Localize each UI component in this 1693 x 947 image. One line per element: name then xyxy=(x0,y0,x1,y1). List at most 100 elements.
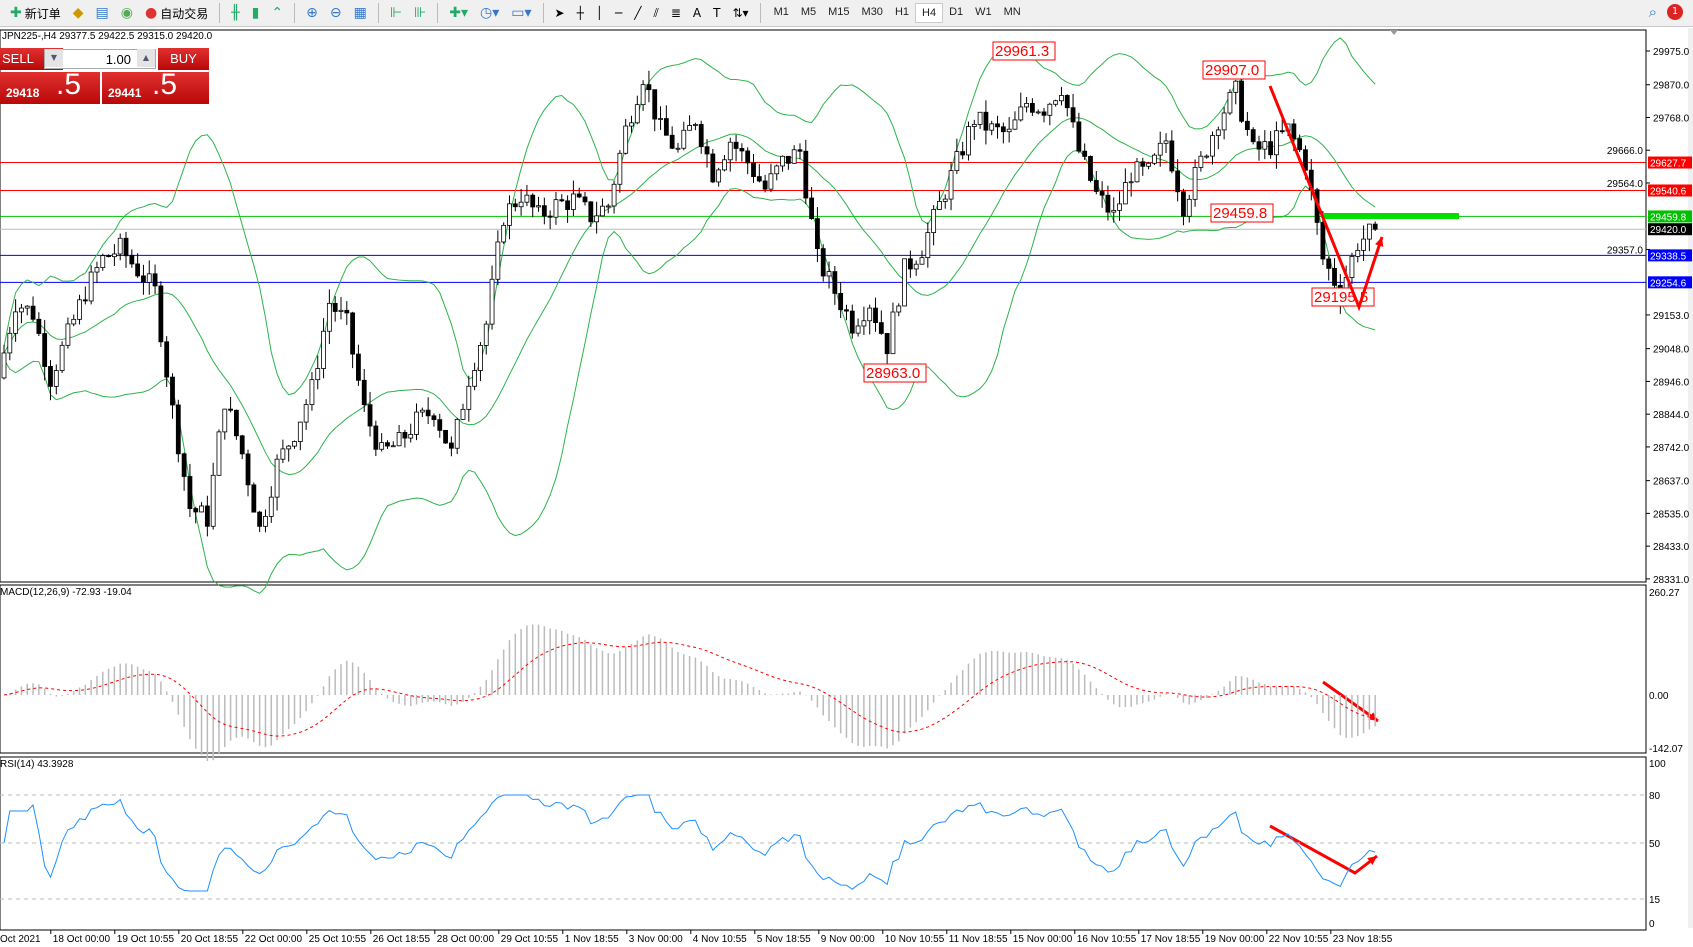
crosshair-button[interactable]: ┼ xyxy=(573,2,588,24)
candle-body xyxy=(1233,80,1239,93)
horizontal-line-button[interactable]: ─ xyxy=(611,2,626,24)
sell-price-button[interactable]: 29418 .5 xyxy=(0,68,100,104)
trendline-button[interactable]: ╱ xyxy=(630,2,645,24)
time-tick-label: 28 Oct 00:00 xyxy=(437,934,495,945)
macd-title: MACD(12,26,9) -72.93 -19.04 xyxy=(0,587,132,598)
cursor-button[interactable]: ➤ xyxy=(551,2,569,24)
buy-button[interactable]: BUY xyxy=(158,48,209,70)
candle-body xyxy=(663,118,669,136)
divider xyxy=(542,3,544,23)
fibonacci-button[interactable]: ≣ xyxy=(667,2,685,24)
zoom-in-button[interactable]: ⊕ xyxy=(302,2,322,24)
line-chart-button[interactable]: ⌃ xyxy=(267,2,287,24)
templates-button[interactable]: ▭▾ xyxy=(507,2,535,24)
timeframe-m15[interactable]: M15 xyxy=(828,6,850,18)
candle-body xyxy=(658,118,663,120)
price-tick-label: 29357.0 xyxy=(1607,245,1644,256)
signals-button[interactable]: ◉ xyxy=(117,2,137,24)
time-tick-label: 15 Nov 00:00 xyxy=(1013,934,1073,945)
candle-body xyxy=(844,309,849,312)
divider xyxy=(377,3,379,23)
candle-body xyxy=(303,404,309,423)
add-indicator-icon: ✚▾ xyxy=(449,5,468,21)
price-annotation-box xyxy=(1311,287,1375,307)
candle-body xyxy=(65,323,71,346)
candle-body xyxy=(24,305,30,309)
time-tick-label: 16 Nov 10:55 xyxy=(1077,934,1137,945)
price-line-tag xyxy=(1648,156,1692,169)
price-tick-label: 28946.0 xyxy=(1653,377,1690,388)
candle-body xyxy=(559,199,565,202)
price-annotation: 29961.3 xyxy=(995,43,1049,60)
candle-body xyxy=(158,285,164,343)
notification-badge[interactable]: 1 xyxy=(1667,4,1683,20)
arrows-button[interactable]: ⇅▾ xyxy=(728,2,752,24)
zoom-out-button[interactable]: ⊖ xyxy=(326,2,346,24)
buy-price-button[interactable]: 29441 .5 xyxy=(102,68,209,104)
new-order-button[interactable]: ✚ 新订单 xyxy=(6,2,65,24)
candle-body xyxy=(646,84,652,91)
time-tick-label: 29 Oct 10:55 xyxy=(501,934,559,945)
timeframe-h1[interactable]: H1 xyxy=(894,6,909,18)
candle-body xyxy=(995,123,1000,128)
timeframe-w1[interactable]: W1 xyxy=(975,6,992,18)
vertical-line-button[interactable]: │ xyxy=(592,2,607,24)
macd-axis-label: 0.00 xyxy=(1649,691,1669,702)
sell-price-main: 29418 xyxy=(6,86,40,100)
lot-increase-icon[interactable]: ▲ xyxy=(137,49,155,67)
lot-decrease-icon[interactable]: ▼ xyxy=(45,49,63,67)
candle-body xyxy=(960,151,966,156)
timeframe-mn[interactable]: MN xyxy=(1003,6,1021,18)
bar-chart-button[interactable]: ╫ xyxy=(227,2,243,24)
candle-body xyxy=(1169,140,1175,172)
auto-trading-button[interactable]: ● 自动交易 xyxy=(141,2,212,24)
timeframe-m30[interactable]: M30 xyxy=(861,6,883,18)
candle-body xyxy=(338,309,344,312)
bar-chart-icon: ╫ xyxy=(231,5,240,21)
candle-body xyxy=(1221,112,1227,131)
candle-body xyxy=(42,333,48,367)
cursor-icon: ➤ xyxy=(554,6,565,20)
candle-body xyxy=(1152,154,1157,164)
candle-body xyxy=(117,237,123,255)
price-annotation: 29459.8 xyxy=(1213,205,1267,222)
timeframe-d1[interactable]: D1 xyxy=(949,6,964,18)
search-icon[interactable]: ⌕ xyxy=(1648,3,1657,21)
candle-body xyxy=(745,150,751,164)
tile-windows-button[interactable]: ▦ xyxy=(350,2,371,24)
lot-size-input[interactable]: 1.00 xyxy=(44,49,156,69)
candle-body xyxy=(1146,162,1151,167)
timeframe-h4[interactable]: H4 xyxy=(915,3,944,23)
text-label-button[interactable]: T xyxy=(709,2,724,24)
candle-body xyxy=(1332,267,1337,286)
history-button[interactable]: ▤ xyxy=(92,2,113,24)
periods-button[interactable]: ◷▾ xyxy=(476,2,503,24)
candle-body xyxy=(13,311,19,334)
text-button[interactable]: A xyxy=(689,2,705,24)
metaeditor-button[interactable]: ◆ xyxy=(69,2,88,24)
macd-axis-label: 260.27 xyxy=(1649,588,1680,599)
candle-body xyxy=(181,453,187,477)
auto-scroll-button[interactable]: ⊩ xyxy=(386,2,406,24)
channel-button[interactable]: ⫽ xyxy=(650,2,663,24)
candle-body xyxy=(1297,138,1303,151)
timeframe-m5[interactable]: M5 xyxy=(800,6,817,18)
candle-body xyxy=(600,205,605,217)
price-line-value: 29627.7 xyxy=(1650,159,1687,170)
time-tick-label: 20 Oct 18:55 xyxy=(181,934,239,945)
indicators-button[interactable]: ✚▾ xyxy=(445,2,472,24)
candle-body xyxy=(448,442,454,449)
candle-body xyxy=(727,141,733,161)
trend-arrow-price xyxy=(1268,85,1384,312)
candle-body xyxy=(1035,111,1041,114)
server-icon: ▤ xyxy=(95,5,109,21)
arrows-icon: ⇅▾ xyxy=(732,6,749,20)
chart-shift-button[interactable]: ⊪ xyxy=(410,2,430,24)
timeframe-m1[interactable]: M1 xyxy=(773,6,789,18)
candle-chart-button[interactable]: ▮ xyxy=(248,2,264,24)
candle-body xyxy=(716,169,722,183)
price-annotation: 28963.0 xyxy=(866,365,920,382)
candle-body xyxy=(722,159,727,171)
candle-body xyxy=(1059,95,1064,102)
